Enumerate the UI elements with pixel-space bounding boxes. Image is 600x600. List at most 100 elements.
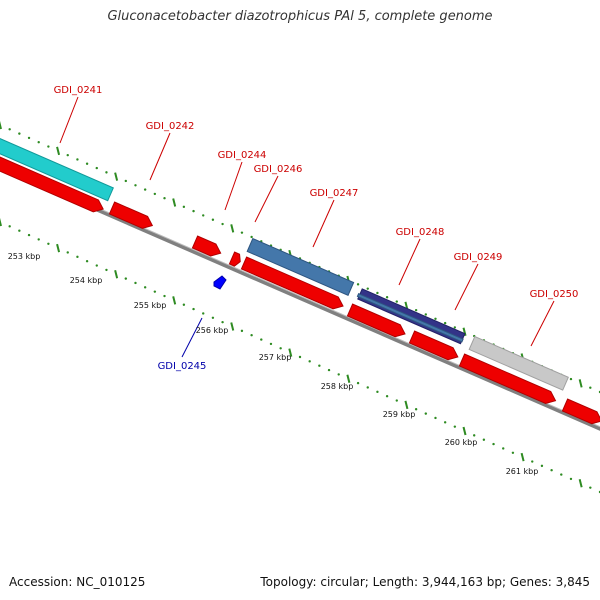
gene-small-blue[interactable] (213, 275, 227, 290)
forward-gene-arrow[interactable] (191, 235, 222, 257)
forward-gene-arrow[interactable] (0, 156, 104, 213)
topology-text: Topology: circular; Length: 3,944,163 bp… (260, 575, 590, 589)
outer-ring-tick (0, 120, 2, 130)
gene-features (0, 137, 600, 425)
inner-ring-tick (172, 296, 177, 305)
outer-ring-dot (453, 326, 457, 329)
inner-ring-dot (569, 477, 573, 481)
gene-label-gdi-0241[interactable]: GDI_0241 (54, 85, 103, 96)
inner-ring-tick (578, 479, 583, 488)
outer-ring-dot (66, 153, 69, 157)
outer-ring-tick (462, 327, 467, 336)
outer-ring-dot (434, 317, 437, 320)
gene-bar-light-gray[interactable] (468, 335, 569, 391)
gene-label-gdi-0244[interactable]: GDI_0244 (218, 150, 267, 161)
label-leader-line (181, 317, 203, 358)
forward-gene-arrow[interactable] (561, 398, 600, 425)
outer-ring-dot (27, 136, 31, 140)
gene-label-gdi-0247[interactable]: GDI_0247 (310, 188, 359, 199)
inner-ring-tick (288, 348, 293, 357)
inner-ring-dot (260, 338, 263, 341)
inner-ring-dot (8, 225, 11, 228)
outer-ring-dot (76, 158, 79, 161)
inner-ring-dot (366, 386, 369, 389)
outer-ring-dot (202, 214, 205, 217)
label-leader-line (398, 238, 421, 286)
tick-labels: 253 kbp 254 kbp 255 kbp 256 kbp 257 kbp 258 k… (8, 252, 539, 476)
tick-label: 256 kbp (196, 326, 229, 335)
inner-ring-dot (327, 368, 331, 372)
forward-gene-arrow[interactable] (240, 256, 344, 310)
inner-ring-dot (192, 307, 195, 311)
gene-label-gdi-0242[interactable]: GDI_0242 (146, 121, 195, 132)
label-leader-line (149, 132, 171, 181)
inner-ring-dot (511, 451, 515, 455)
inner-ring-dot (27, 233, 31, 237)
inner-ring-tick (56, 243, 61, 253)
tick-label: 258 kbp (321, 382, 354, 391)
forward-gene-arrow[interactable] (458, 353, 557, 405)
gene-label-gdi-0250[interactable]: GDI_0250 (530, 289, 579, 300)
outer-ring-dot (250, 235, 253, 239)
outer-ring-dot (443, 321, 447, 325)
outer-ring-dot (240, 231, 244, 234)
inner-ring-dot (502, 447, 505, 450)
forward-gene-arrow[interactable] (408, 330, 459, 361)
inner-ring-dot (279, 347, 282, 350)
inner-ring-dot (250, 334, 253, 337)
inner-ring-dot (482, 438, 486, 441)
dotted-rings (0, 120, 600, 494)
gene-label-gdi-0245[interactable]: GDI_0245 (158, 361, 207, 372)
map-title: Gluconacetobacter diazotrophicus PAl 5, … (107, 9, 493, 24)
outer-ring-dot (569, 377, 573, 381)
inner-ring-dot (85, 259, 89, 263)
inner-ring-dot (434, 416, 437, 420)
forward-gene-arrow[interactable] (346, 303, 406, 338)
outer-ring-dot (143, 188, 147, 191)
gene-label-gdi-0249[interactable]: GDI_0249 (454, 252, 503, 263)
inner-ring-dot (240, 329, 244, 333)
outer-ring-dot (395, 300, 398, 303)
inner-ring-dot (202, 312, 205, 315)
inner-ring-dot (356, 381, 360, 385)
inner-ring-dot (298, 355, 302, 359)
outer-ring-dot (211, 218, 215, 221)
gene-label-gdi-0248[interactable]: GDI_0248 (396, 227, 445, 238)
outer-ring-dot (105, 171, 108, 174)
outer-ring-tick (56, 146, 61, 156)
inner-ring-dot (424, 412, 428, 415)
gene-label-gdi-0246[interactable]: GDI_0246 (254, 164, 303, 175)
outer-ring-dot (163, 197, 166, 200)
inner-ring-dot (47, 242, 50, 245)
outer-ring-dot (47, 145, 50, 148)
outer-ring-dot (385, 296, 389, 299)
forward-gene-arrow[interactable] (108, 201, 154, 229)
outer-ring-dot (85, 162, 89, 165)
outer-ring-dot (192, 209, 195, 213)
gene-bar-steel-blue-thin[interactable] (356, 292, 464, 343)
outer-ring-dot (124, 179, 128, 183)
inner-ring-tick (462, 426, 467, 436)
inner-ring-dot (134, 281, 137, 285)
inner-ring-dot (308, 360, 311, 363)
inner-ring-dot (182, 303, 186, 306)
gene-bar-cyan[interactable] (0, 137, 114, 202)
forward-gene-arrow[interactable] (228, 251, 241, 267)
tick-label: 261 kbp (506, 467, 539, 476)
inner-ring-dot (163, 294, 166, 298)
inner-ring-dot (153, 290, 157, 293)
inner-ring-tick (0, 217, 2, 227)
outer-ring-dot (589, 386, 592, 389)
inner-ring-dot (453, 425, 457, 428)
gene-bar-steel-blue[interactable] (246, 237, 355, 296)
label-leader-line (454, 263, 479, 311)
inner-ring-dot (221, 320, 224, 324)
outer-ring-tick (114, 172, 119, 181)
outer-ring-dot (221, 222, 224, 226)
outer-ring-dot (182, 205, 186, 209)
label-leader-line (224, 161, 243, 211)
outer-ring-dot (37, 141, 40, 144)
inner-ring-dot (337, 373, 340, 376)
tick-label: 253 kbp (8, 252, 41, 261)
